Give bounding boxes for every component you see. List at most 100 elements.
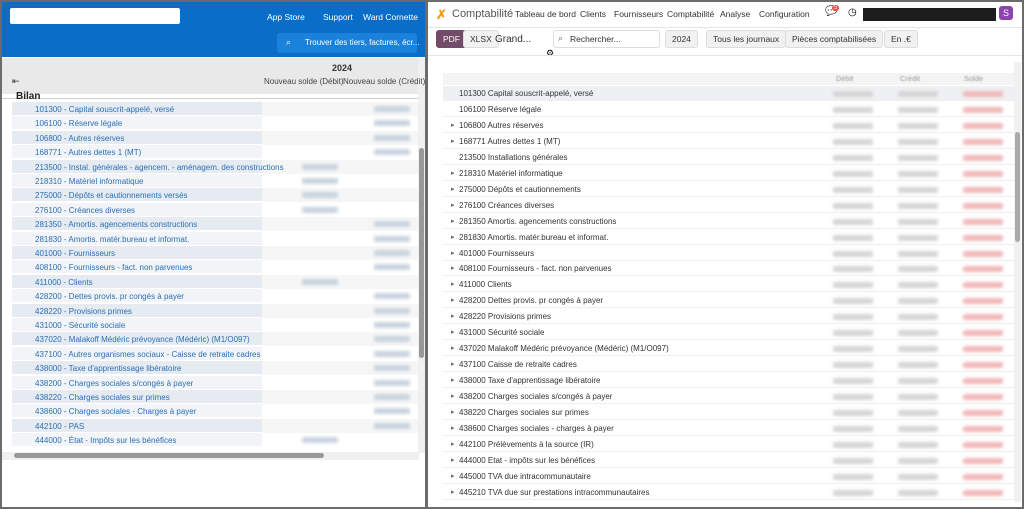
expand-caret[interactable]: ▸ xyxy=(451,472,455,480)
account-link[interactable]: 281830 - Amortis. matér.bureau et inform… xyxy=(35,234,190,244)
account-link[interactable]: 442100 - PAS xyxy=(35,421,85,431)
expand-caret[interactable]: ▸ xyxy=(451,393,455,401)
scrollbar[interactable] xyxy=(418,58,425,453)
filter-button[interactable]: Pièces comptabilisées xyxy=(785,30,884,48)
expand-caret[interactable]: ▸ xyxy=(451,297,455,305)
account-link[interactable]: 431000 - Sécurité sociale xyxy=(35,321,126,330)
expand-caret[interactable]: ▸ xyxy=(451,281,455,289)
menu-item[interactable]: Support xyxy=(323,12,353,22)
account-link[interactable]: 428200 - Dettes provis. pr congés à paye… xyxy=(35,292,184,302)
account-link[interactable]: 275000 - Dépôts et cautionnements versés xyxy=(35,191,188,201)
expand-caret[interactable]: ▸ xyxy=(451,313,455,321)
account-line[interactable]: 437100 Caisse de retraite cadres xyxy=(459,360,577,370)
avatar[interactable]: S xyxy=(999,6,1013,20)
nav-item[interactable]: Clients xyxy=(580,9,606,19)
filter-button[interactable]: Tous les journaux xyxy=(706,30,787,48)
account-line[interactable]: 101300 Capital souscrit-appelé, versé xyxy=(459,89,594,98)
account-link[interactable]: 428220 - Provisions primes xyxy=(35,306,132,316)
account-line[interactable]: 428220 Provisions primes xyxy=(459,312,552,322)
account-line[interactable]: 106100 Réserve légale xyxy=(459,104,542,114)
logo[interactable]: ✗ xyxy=(436,7,447,22)
account-link[interactable]: 168771 - Autres dettes 1 (MT) xyxy=(35,148,142,158)
account-link[interactable]: 401000 - Fournisseurs xyxy=(35,249,116,258)
account-line[interactable]: 438220 Charges sociales sur primes xyxy=(459,408,589,417)
xlsx-button[interactable]: XLSX xyxy=(463,30,499,48)
account-link[interactable]: 438000 - Taxe d'apprentissage libératoir… xyxy=(35,364,182,374)
account-line[interactable]: 218310 Matériel informatique xyxy=(459,168,563,178)
scrollbar[interactable] xyxy=(1014,62,1021,502)
account-line[interactable]: 444000 Etat - impôts sur les bénéfices xyxy=(459,455,596,465)
settings-icon[interactable]: ⚙ xyxy=(546,48,555,58)
account-line[interactable]: 431000 Sécurité sociale xyxy=(459,328,545,338)
account-line[interactable]: 428200 Dettes provis. pr congés à payer xyxy=(459,296,604,306)
account-line[interactable]: 408100 Fournisseurs - fact. non parvenue… xyxy=(459,264,612,274)
expand-caret[interactable]: ▸ xyxy=(451,185,455,193)
account-link[interactable]: 281350 - Amortis. agencements constructi… xyxy=(35,220,198,230)
nav-item[interactable]: Analyse xyxy=(720,9,751,19)
account-line[interactable]: 437020 Malakoff Médéric prévoyance (Médé… xyxy=(459,344,669,354)
account-link[interactable]: 213500 - Instal. générales - agencem. - … xyxy=(35,162,284,172)
expand-caret[interactable]: ▸ xyxy=(451,409,455,416)
account-line[interactable]: 168771 Autres dettes 1 (MT) xyxy=(459,136,561,146)
filter-button[interactable]: En .€ xyxy=(884,30,918,48)
expand-caret[interactable]: ▸ xyxy=(451,424,455,432)
expand-caret[interactable]: ▸ xyxy=(451,201,455,209)
expand-caret[interactable]: ▸ xyxy=(451,249,455,257)
nav-item[interactable]: Configuration xyxy=(759,9,810,19)
selector[interactable] xyxy=(10,8,180,24)
expand-caret[interactable]: ▸ xyxy=(451,361,455,369)
filter-button[interactable]: 2024 xyxy=(665,30,698,48)
nav-item[interactable]: Tableau de bord xyxy=(515,9,576,19)
account-link[interactable]: 438220 - Charges sociales sur primes xyxy=(35,393,170,402)
clock-icon[interactable]: ◷ xyxy=(848,7,857,18)
account-link[interactable]: 438200 - Charges sociales s/congés à pay… xyxy=(35,378,194,388)
expand-caret[interactable]: ▸ xyxy=(451,345,455,353)
navbar xyxy=(428,2,1022,28)
account-line[interactable]: 276100 Créances diverses xyxy=(459,200,555,210)
expand-caret[interactable]: ▸ xyxy=(451,137,455,145)
expand-caret[interactable]: ▸ xyxy=(451,377,455,385)
account-line[interactable]: 438000 Taxe d'apprentissage libératoire xyxy=(459,376,601,386)
account-line[interactable]: 213500 Installations générales xyxy=(459,152,568,162)
account-line[interactable]: 106800 Autres réserves xyxy=(459,120,544,130)
expand-caret[interactable]: ▸ xyxy=(451,456,455,464)
account-link[interactable]: 101300 - Capital souscrit-appelé, versé xyxy=(35,105,175,114)
account-line[interactable]: 281350 Amortis. agencements construction… xyxy=(459,216,617,226)
account-link[interactable]: 444000 - État - Impôts sur les bénéfices xyxy=(35,436,177,446)
expand-caret[interactable]: ▸ xyxy=(451,169,455,177)
account-link[interactable]: 276100 - Créances diverses xyxy=(35,205,136,215)
account-line[interactable]: 281830 Amortis. matér.bureau et informat… xyxy=(459,232,609,242)
account-line[interactable]: 275000 Dépôts et cautionnements xyxy=(459,184,581,194)
search-input[interactable]: Rechercher... xyxy=(553,30,660,48)
account-link[interactable]: 106800 - Autres réserves xyxy=(35,133,125,143)
account-line[interactable]: 442100 Prélèvements à la source (IR) xyxy=(459,439,594,449)
menu-item[interactable]: Ward Cornette xyxy=(363,12,418,22)
account-line[interactable]: 445210 TVA due sur prestations intracomm… xyxy=(459,487,650,497)
h-scrollbar[interactable] xyxy=(2,452,419,460)
expand-caret[interactable]: ▸ xyxy=(451,233,455,241)
nav-item[interactable]: Fournisseurs xyxy=(614,9,664,19)
expand-caret[interactable]: ▸ xyxy=(451,488,455,496)
expand-caret[interactable]: ▸ xyxy=(451,121,455,129)
account-line[interactable]: 438200 Charges sociales s/congés à payer xyxy=(459,392,613,402)
account-link[interactable]: 438600 - Charges sociales - Charges à pa… xyxy=(35,407,197,417)
nav-item[interactable]: Comptabilité xyxy=(667,9,715,19)
account-line[interactable]: 411000 Clients xyxy=(459,280,512,290)
account-link[interactable]: 437020 - Malakoff Médéric prévoyance (Mé… xyxy=(35,335,250,345)
chat-icon[interactable]: 💬 xyxy=(825,6,838,17)
expand-caret[interactable]: ▸ xyxy=(451,217,455,225)
account-link[interactable]: 106100 - Réserve légale xyxy=(35,119,123,129)
account-link[interactable]: 411000 - Clients xyxy=(35,277,93,287)
expand-caret[interactable]: ▸ xyxy=(451,265,455,273)
app-name[interactable]: Comptabilité xyxy=(452,8,514,20)
account-line[interactable]: 445000 TVA due intracommunautaire xyxy=(459,471,591,481)
search-box[interactable]: Trouver des tiers, factures, écr... xyxy=(277,33,419,53)
account-line[interactable]: 401000 Fournisseurs xyxy=(459,248,535,258)
account-link[interactable]: 408100 - Fournisseurs - fact. non parven… xyxy=(35,263,193,273)
expand-caret[interactable]: ▸ xyxy=(451,440,455,448)
menu-item[interactable]: App Store xyxy=(267,12,305,22)
account-line[interactable]: 438600 Charges sociales - charges à paye… xyxy=(459,423,614,433)
account-link[interactable]: 437100 - Autres organismes sociaux - Cai… xyxy=(35,349,261,359)
expand-caret[interactable]: ▸ xyxy=(451,329,455,337)
account-link[interactable]: 218310 - Matériel informatique xyxy=(35,177,144,186)
